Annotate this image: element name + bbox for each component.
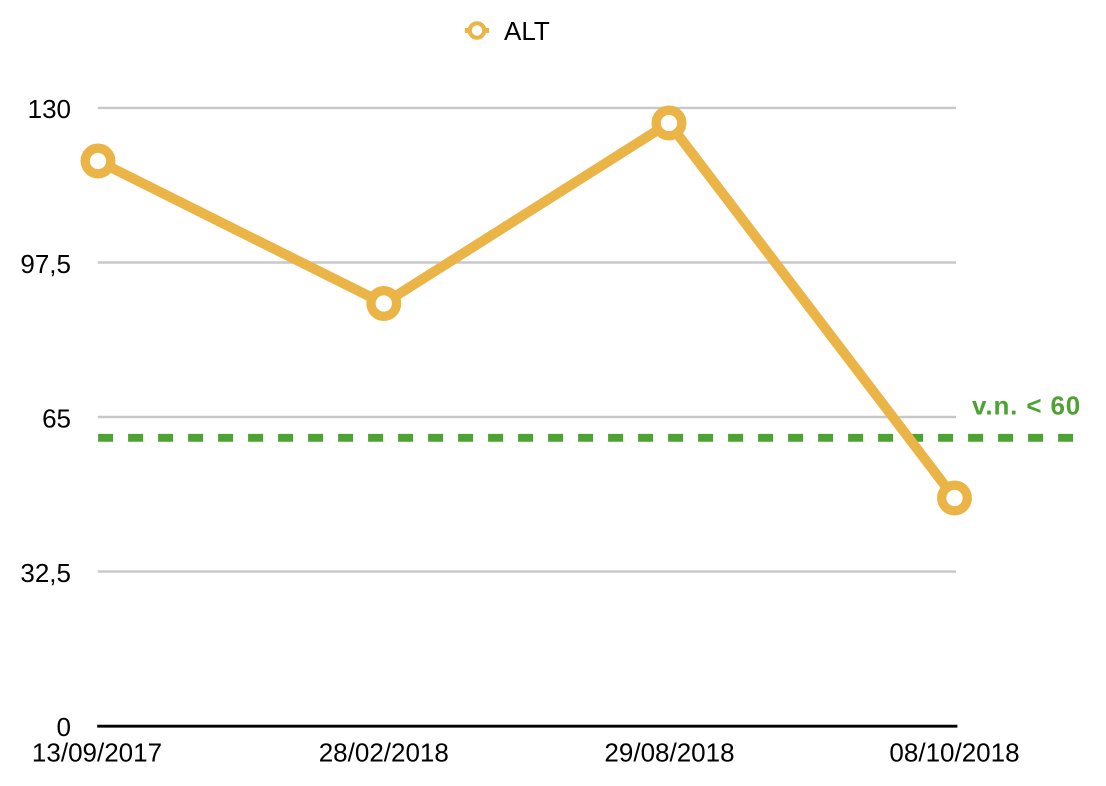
svg-text:32,5: 32,5 bbox=[20, 558, 71, 588]
svg-text:130: 130 bbox=[28, 94, 71, 124]
svg-text:65: 65 bbox=[42, 403, 71, 433]
svg-text:97,5: 97,5 bbox=[20, 249, 71, 279]
svg-text:ALT: ALT bbox=[504, 16, 550, 46]
svg-text:08/10/2018: 08/10/2018 bbox=[889, 738, 1019, 768]
svg-text:13/09/2017: 13/09/2017 bbox=[32, 738, 162, 768]
svg-text:29/08/2018: 29/08/2018 bbox=[604, 738, 734, 768]
svg-text:28/02/2018: 28/02/2018 bbox=[319, 738, 449, 768]
svg-text:v.n. < 60: v.n. < 60 bbox=[972, 391, 1081, 421]
svg-text:0: 0 bbox=[57, 712, 71, 742]
